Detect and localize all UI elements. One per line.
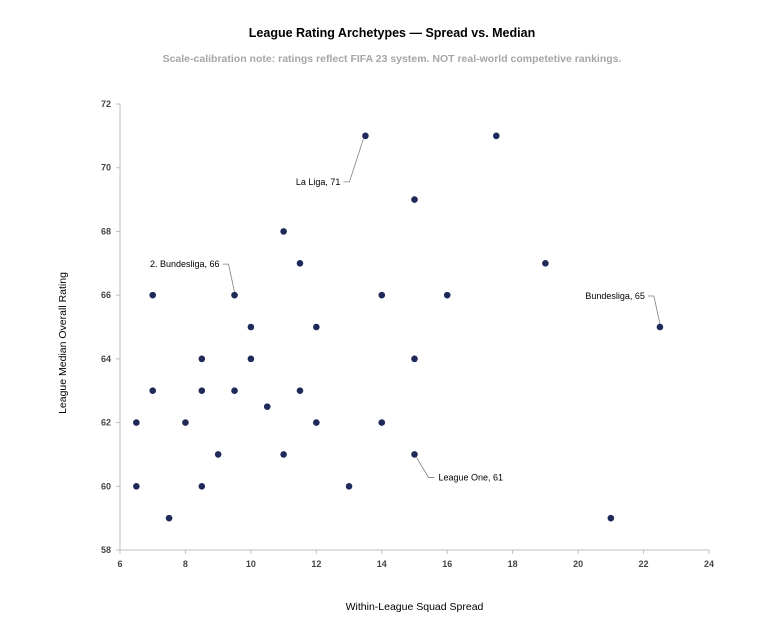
annotation-leader (647, 295, 661, 325)
data-point (296, 259, 304, 267)
data-point (247, 355, 255, 363)
data-point (247, 323, 255, 331)
data-point (378, 419, 386, 426)
annotation-label: 2. Bundesliga, 66 (150, 259, 220, 269)
annotations: La Liga, 71 2. Bundesliga, 66 Bundesliga, … (150, 177, 645, 483)
data-point (313, 323, 320, 331)
annotation-leader (222, 263, 235, 293)
data-point (280, 228, 287, 235)
data-point (411, 196, 418, 203)
data-point (231, 291, 238, 299)
y-tick-label: 72 (101, 99, 111, 109)
x-tick-label: 12 (311, 559, 321, 569)
x-tick-label: 6 (117, 559, 122, 569)
y-tick-label: 64 (101, 354, 111, 364)
data-point (133, 419, 140, 426)
data-point (313, 419, 320, 426)
data-point (149, 291, 157, 299)
x-tick-label: 24 (704, 559, 714, 569)
x-axis-label: Within-League Squad Spread (345, 601, 484, 613)
y-tick-label: 68 (101, 226, 111, 236)
y-tick-label: 70 (101, 163, 111, 173)
x-tick-label: 22 (639, 559, 649, 569)
y-tick-label: 66 (101, 290, 111, 300)
x-tick-label: 8 (183, 559, 188, 569)
annotation-leaders (222, 138, 661, 478)
data-point (378, 291, 386, 299)
data-point (411, 355, 418, 363)
annotation-leader (416, 457, 435, 478)
annotation-label: League One, 61 (439, 472, 504, 482)
y-tick-label: 62 (101, 418, 111, 428)
data-point (542, 259, 549, 267)
x-tick-label: 18 (508, 559, 518, 569)
data-point (607, 514, 615, 522)
data-point (296, 387, 304, 395)
x-tick-label: 10 (246, 559, 256, 569)
data-point (362, 132, 369, 140)
data-points (133, 132, 664, 522)
axes (116, 103, 710, 554)
data-point (263, 403, 271, 410)
x-tick-label: 20 (573, 559, 583, 569)
data-point (149, 387, 157, 395)
data-point (656, 323, 664, 331)
data-point (280, 451, 287, 458)
annotation-label: Bundesliga, 65 (585, 291, 645, 301)
data-point (231, 387, 238, 395)
annotation-label: La Liga, 71 (296, 177, 341, 187)
data-point (165, 514, 173, 522)
data-point (198, 355, 206, 363)
chart-subtitle: Scale-calibration note: ratings reflect … (162, 53, 622, 65)
y-tick-label: 58 (101, 545, 111, 555)
x-tick-label: 16 (442, 559, 452, 569)
data-point (214, 451, 222, 458)
data-point (443, 291, 451, 299)
data-point (345, 482, 353, 490)
data-point (182, 419, 189, 426)
y-axis-label: League Median Overall Rating (57, 272, 69, 414)
data-point (198, 482, 206, 490)
y-tick-label: 60 (101, 481, 111, 491)
data-point (198, 387, 206, 395)
annotation-leader (343, 138, 364, 183)
chart-title: League Rating Archetypes — Spread vs. Me… (248, 26, 536, 40)
data-point (493, 132, 500, 140)
data-point (411, 451, 418, 458)
data-point (133, 482, 140, 490)
x-tick-label: 14 (377, 559, 387, 569)
